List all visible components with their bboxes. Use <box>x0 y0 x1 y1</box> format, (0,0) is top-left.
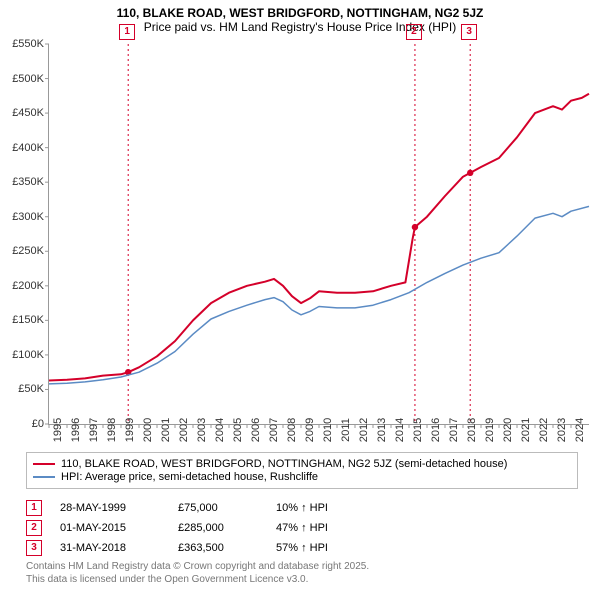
x-tick-label: 2023 <box>556 418 568 442</box>
y-tick-label: £400K <box>0 142 44 154</box>
x-tick-label: 2005 <box>232 418 244 442</box>
x-tick-label: 2024 <box>574 418 586 442</box>
x-tick-label: 2003 <box>196 418 208 442</box>
y-tick-label: £0 <box>0 418 44 430</box>
y-tick-label: £300K <box>0 211 44 223</box>
sale-marker-box: 1 <box>119 24 135 40</box>
x-tick-label: 2001 <box>160 418 172 442</box>
x-tick-label: 2022 <box>538 418 550 442</box>
footer-line1: Contains HM Land Registry data © Crown c… <box>26 561 578 574</box>
x-tick-label: 2018 <box>466 418 478 442</box>
x-tick-label: 2011 <box>340 418 352 442</box>
legend: 110, BLAKE ROAD, WEST BRIDGFORD, NOTTING… <box>26 452 578 489</box>
x-tick-label: 2002 <box>178 418 190 442</box>
legend-swatch <box>33 463 55 465</box>
x-tick-label: 1998 <box>106 418 118 442</box>
y-tick-label: £550K <box>0 38 44 50</box>
x-tick-label: 2021 <box>520 418 532 442</box>
x-tick-label: 2008 <box>286 418 298 442</box>
y-tick-label: £350K <box>0 176 44 188</box>
sales-row: 1 28-MAY-1999 £75,000 10% ↑ HPI <box>26 500 578 516</box>
sales-row: 2 01-MAY-2015 £285,000 47% ↑ HPI <box>26 520 578 536</box>
x-tick-label: 2012 <box>358 418 370 442</box>
x-tick-label: 2006 <box>250 418 262 442</box>
footer: Contains HM Land Registry data © Crown c… <box>26 561 578 586</box>
sales-delta: 57% ↑ HPI <box>276 542 328 554</box>
x-tick-label: 2019 <box>484 418 496 442</box>
x-tick-label: 2020 <box>502 418 514 442</box>
sales-row: 3 31-MAY-2018 £363,500 57% ↑ HPI <box>26 540 578 556</box>
y-tick-label: £100K <box>0 349 44 361</box>
legend-row: HPI: Average price, semi-detached house,… <box>33 471 571 483</box>
x-tick-label: 2015 <box>412 418 424 442</box>
sales-price: £363,500 <box>178 542 258 554</box>
sale-marker-box: 3 <box>461 24 477 40</box>
x-tick-label: 1999 <box>124 418 136 442</box>
sales-marker-box: 1 <box>26 500 42 516</box>
x-tick-label: 2014 <box>394 418 406 442</box>
y-tick-label: £500K <box>0 73 44 85</box>
x-tick-label: 1996 <box>70 418 82 442</box>
x-tick-label: 2016 <box>430 418 442 442</box>
x-tick-label: 2009 <box>304 418 316 442</box>
sale-marker-box: 2 <box>406 24 422 40</box>
x-tick-label: 1995 <box>52 418 64 442</box>
x-tick-label: 2007 <box>268 418 280 442</box>
sales-delta: 47% ↑ HPI <box>276 522 328 534</box>
x-tick-label: 2010 <box>322 418 334 442</box>
y-tick-label: £250K <box>0 245 44 257</box>
sales-price: £285,000 <box>178 522 258 534</box>
sales-table: 1 28-MAY-1999 £75,000 10% ↑ HPI 2 01-MAY-2015… <box>26 496 578 560</box>
y-tick-label: £200K <box>0 280 44 292</box>
sales-date: 31-MAY-2018 <box>60 542 160 554</box>
x-tick-label: 2017 <box>448 418 460 442</box>
sales-date: 28-MAY-1999 <box>60 502 160 514</box>
y-tick-label: £50K <box>0 383 44 395</box>
sales-date: 01-MAY-2015 <box>60 522 160 534</box>
footer-line2: This data is licensed under the Open Gov… <box>26 574 578 587</box>
y-tick-label: £150K <box>0 314 44 326</box>
chart-plot-area <box>48 44 589 425</box>
sales-marker-box: 2 <box>26 520 42 536</box>
legend-swatch <box>33 476 55 478</box>
x-tick-label: 1997 <box>88 418 100 442</box>
x-tick-label: 2013 <box>376 418 388 442</box>
x-tick-label: 2000 <box>142 418 154 442</box>
legend-label: HPI: Average price, semi-detached house,… <box>61 471 318 483</box>
title-line2: Price paid vs. HM Land Registry's House … <box>0 20 600 34</box>
title-line1: 110, BLAKE ROAD, WEST BRIDGFORD, NOTTING… <box>0 6 600 20</box>
legend-row: 110, BLAKE ROAD, WEST BRIDGFORD, NOTTING… <box>33 458 571 470</box>
sales-delta: 10% ↑ HPI <box>276 502 328 514</box>
sales-marker-box: 3 <box>26 540 42 556</box>
sales-price: £75,000 <box>178 502 258 514</box>
x-tick-label: 2004 <box>214 418 226 442</box>
legend-label: 110, BLAKE ROAD, WEST BRIDGFORD, NOTTING… <box>61 458 507 470</box>
y-tick-label: £450K <box>0 107 44 119</box>
chart-svg <box>49 44 589 424</box>
